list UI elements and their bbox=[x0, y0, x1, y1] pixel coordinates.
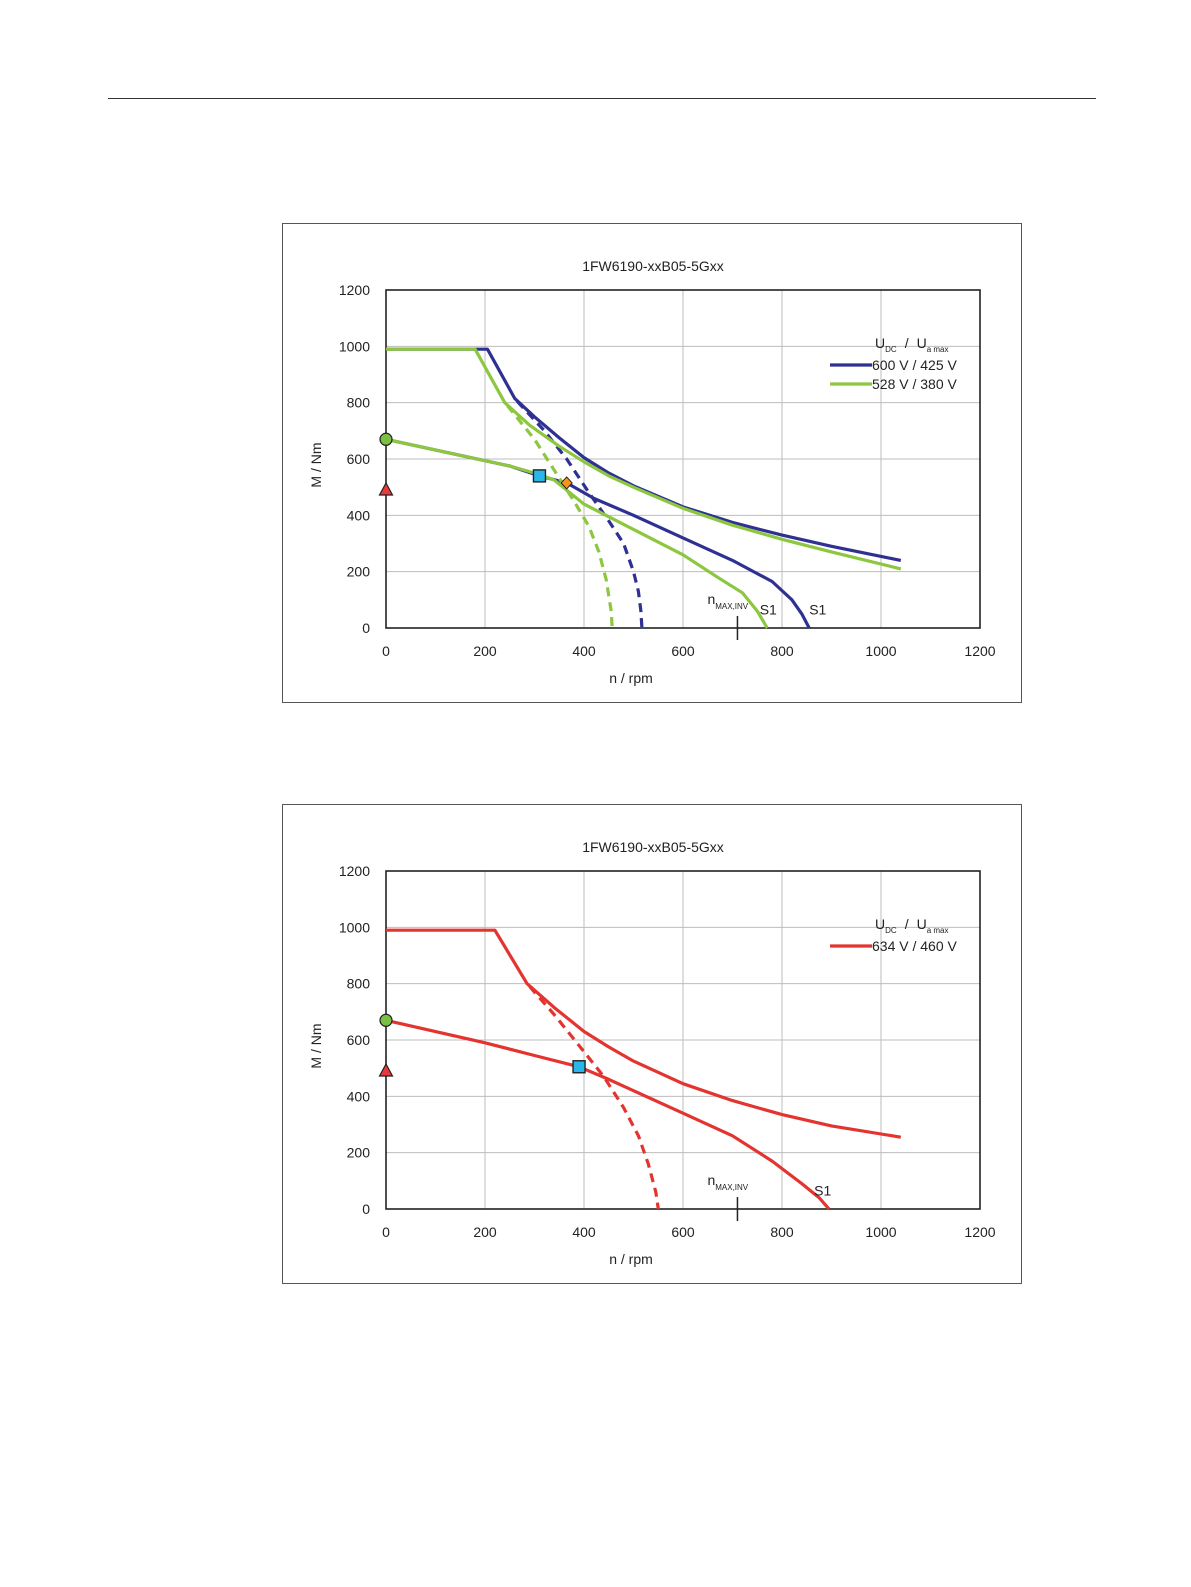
x-tick-label: 0 bbox=[382, 1224, 390, 1240]
x-tick-label: 600 bbox=[671, 643, 695, 659]
series-line bbox=[385, 437, 769, 629]
y-tick-label: 1200 bbox=[339, 863, 370, 879]
x-tick-label: 0 bbox=[382, 643, 390, 659]
y-tick-label: 800 bbox=[347, 976, 371, 992]
nmax-inv-label-sub: MAX,INV bbox=[715, 1183, 749, 1192]
legend-header-dc: DC bbox=[885, 345, 897, 354]
y-tick-label: 0 bbox=[362, 620, 370, 636]
y-tick-label: 600 bbox=[347, 1032, 371, 1048]
legend-entry: 528 V / 380 V bbox=[872, 376, 958, 392]
chart-title: 1FW6190-xxB05-5Gxx bbox=[582, 839, 724, 855]
legend-header-u2: U bbox=[917, 916, 927, 932]
x-tick-label: 200 bbox=[473, 643, 497, 659]
s1-annotation: S1 bbox=[809, 602, 826, 618]
y-axis-label: M / Nm bbox=[308, 1023, 324, 1068]
x-tick-label: 800 bbox=[770, 1224, 794, 1240]
y-tick-label: 1200 bbox=[339, 282, 370, 298]
marker-circle bbox=[379, 1013, 393, 1027]
legend-header-u2: U bbox=[917, 335, 927, 351]
legend-header-dc: DC bbox=[885, 926, 897, 935]
plot-area-border bbox=[385, 289, 981, 629]
series-line bbox=[385, 1018, 831, 1211]
legend-header-amax: a max bbox=[927, 345, 949, 354]
plot-area-border bbox=[385, 870, 981, 1210]
x-tick-label: 1200 bbox=[964, 1224, 995, 1240]
marker-triangle bbox=[378, 1062, 394, 1077]
y-tick-label: 400 bbox=[347, 507, 371, 523]
chart-2-frame: 1FW6190-xxB05-5Gxx 0 200 400 600 800 1000 1200 0… bbox=[282, 804, 1022, 1284]
chart-1-svg: 1FW6190-xxB05-5Gxx 0 200 400 600 800 1000 1200 0… bbox=[308, 258, 996, 686]
marker-square bbox=[572, 1060, 586, 1074]
legend-header-u: U bbox=[875, 335, 885, 351]
x-tick-label: 800 bbox=[770, 643, 794, 659]
legend-entry: 634 V / 460 V bbox=[872, 938, 958, 954]
x-tick-label: 400 bbox=[572, 1224, 596, 1240]
y-tick-label: 1000 bbox=[339, 919, 370, 935]
legend-header: UDC / Ua max bbox=[875, 916, 949, 935]
legend-header-slash: / bbox=[905, 916, 909, 932]
x-axis-label: n / rpm bbox=[609, 670, 653, 686]
legend-header-amax: a max bbox=[927, 926, 949, 935]
x-tick-label: 600 bbox=[671, 1224, 695, 1240]
chart-1-frame: 1FW6190-xxB05-5Gxx 0 200 400 600 800 1000 1200 0… bbox=[282, 223, 1022, 703]
legend-header: UDC / Ua max bbox=[875, 335, 949, 354]
nmax-inv-label-sub: MAX,INV bbox=[715, 602, 749, 611]
y-axis-label: M / Nm bbox=[308, 442, 324, 487]
nmax-inv-label: nMAX,INV bbox=[707, 1172, 748, 1192]
x-tick-label: 1000 bbox=[865, 643, 896, 659]
nmax-inv-label-n: n bbox=[707, 591, 715, 607]
x-tick-label: 200 bbox=[473, 1224, 497, 1240]
y-tick-label: 200 bbox=[347, 564, 371, 580]
x-axis-label: n / rpm bbox=[609, 1251, 653, 1267]
chart-title: 1FW6190-xxB05-5Gxx bbox=[582, 258, 724, 274]
y-tick-label: 600 bbox=[347, 451, 371, 467]
y-tick-label: 0 bbox=[362, 1201, 370, 1217]
page-header-rule bbox=[108, 98, 1096, 99]
nmax-inv-label: nMAX,INV bbox=[707, 591, 748, 611]
y-tick-label: 800 bbox=[347, 395, 371, 411]
legend-header-slash: / bbox=[905, 335, 909, 351]
series-line bbox=[386, 347, 902, 571]
series-line bbox=[386, 347, 902, 562]
series-line bbox=[386, 928, 902, 1139]
marker-triangle bbox=[378, 481, 394, 496]
marker-square bbox=[532, 469, 547, 483]
y-tick-label: 200 bbox=[347, 1145, 371, 1161]
x-tick-label: 1000 bbox=[865, 1224, 896, 1240]
chart-2-svg: 1FW6190-xxB05-5Gxx 0 200 400 600 800 1000 1200 0… bbox=[308, 839, 996, 1267]
x-tick-label: 1200 bbox=[964, 643, 995, 659]
s1-annotation: S1 bbox=[760, 602, 777, 618]
x-tick-label: 400 bbox=[572, 643, 596, 659]
nmax-inv-label-n: n bbox=[707, 1172, 715, 1188]
series-line-dashed bbox=[528, 985, 660, 1210]
legend-entry: 600 V / 425 V bbox=[872, 357, 958, 373]
series-line-dashed bbox=[516, 400, 644, 629]
y-tick-label: 1000 bbox=[339, 338, 370, 354]
legend-header-u: U bbox=[875, 916, 885, 932]
s1-annotation: S1 bbox=[814, 1183, 831, 1199]
marker-circle bbox=[379, 432, 393, 446]
marker-diamond bbox=[560, 476, 573, 490]
y-tick-label: 400 bbox=[347, 1088, 371, 1104]
